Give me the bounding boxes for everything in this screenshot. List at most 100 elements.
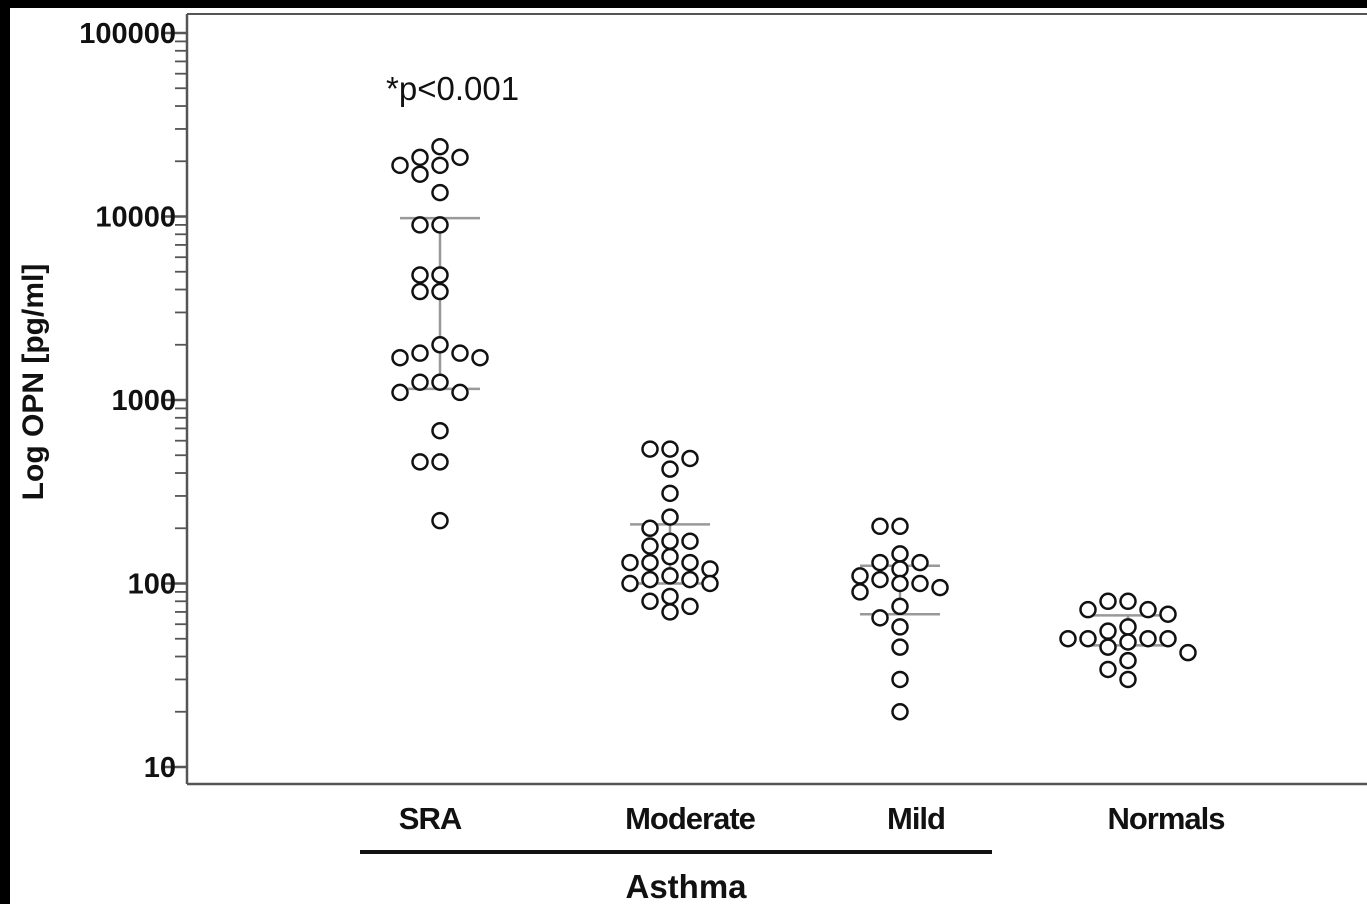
data-point xyxy=(661,547,679,566)
data-point xyxy=(661,440,679,458)
data-point xyxy=(431,156,449,175)
data-point xyxy=(1099,622,1117,640)
data-point xyxy=(641,592,659,611)
data-point xyxy=(451,383,469,402)
data-point xyxy=(871,517,889,536)
data-point xyxy=(1099,660,1117,679)
data-point xyxy=(641,440,659,458)
data-point xyxy=(1119,592,1137,611)
data-point xyxy=(641,537,659,555)
data-point xyxy=(661,460,679,478)
data-point xyxy=(431,137,449,156)
data-point xyxy=(891,638,909,656)
y-tick-label: 10000 xyxy=(95,202,176,234)
data-point xyxy=(911,553,929,572)
data-point xyxy=(411,165,429,183)
data-point xyxy=(411,216,429,234)
data-point xyxy=(661,484,679,503)
data-point xyxy=(621,574,639,593)
data-point xyxy=(891,574,909,593)
data-point xyxy=(891,703,909,721)
data-point xyxy=(431,266,449,284)
data-point xyxy=(911,574,929,593)
data-point xyxy=(1119,670,1137,689)
data-point xyxy=(1139,629,1157,648)
data-point xyxy=(641,553,659,572)
data-point xyxy=(431,183,449,202)
data-point xyxy=(431,216,449,234)
data-point xyxy=(391,156,409,175)
data-point xyxy=(411,148,429,167)
data-point xyxy=(451,148,469,167)
data-point xyxy=(1079,629,1097,648)
data-point xyxy=(701,560,719,578)
data-point xyxy=(431,421,449,440)
data-point xyxy=(871,609,889,627)
data-point xyxy=(1139,600,1157,619)
data-point xyxy=(1119,651,1137,670)
data-point xyxy=(411,266,429,284)
data-point xyxy=(1179,643,1197,662)
category-label: Moderate xyxy=(625,801,756,836)
data-point xyxy=(411,344,429,362)
data-point xyxy=(871,570,889,589)
data-point xyxy=(891,618,909,636)
data-point xyxy=(681,553,699,572)
data-point xyxy=(661,603,679,621)
y-tick-label: 10 xyxy=(144,752,176,784)
data-point xyxy=(681,597,699,616)
data-point xyxy=(411,282,429,301)
data-point xyxy=(701,574,719,593)
category-label: Mild xyxy=(887,801,945,836)
data-point xyxy=(641,570,659,589)
data-point xyxy=(431,282,449,301)
data-point xyxy=(431,336,449,354)
data-point xyxy=(431,373,449,391)
data-point xyxy=(891,560,909,578)
data-point xyxy=(621,553,639,572)
data-point xyxy=(391,348,409,367)
data-point xyxy=(871,553,889,572)
data-point xyxy=(1079,600,1097,619)
data-point xyxy=(661,532,679,550)
data-point xyxy=(391,383,409,402)
y-tick-label: 100 xyxy=(128,569,176,601)
data-points xyxy=(391,137,1197,721)
axes xyxy=(165,13,1367,786)
y-tick-label: 1000 xyxy=(111,385,176,417)
data-point xyxy=(1159,629,1177,648)
significance-annotation: *p<0.001 xyxy=(386,70,519,107)
category-labels: SRA Moderate Mild Normals xyxy=(399,801,1226,836)
data-point xyxy=(891,670,909,689)
data-point xyxy=(661,587,679,606)
data-point xyxy=(661,508,679,526)
data-point xyxy=(431,453,449,471)
data-point xyxy=(661,567,679,585)
y-axis-label: Log OPN [pg/ml] xyxy=(17,264,50,501)
asthma-group-label: Asthma xyxy=(625,868,747,904)
range-bars xyxy=(400,216,1168,647)
data-point xyxy=(681,532,699,550)
data-point xyxy=(1099,592,1117,611)
data-point xyxy=(1119,633,1137,651)
data-point xyxy=(641,519,659,538)
data-point xyxy=(1119,618,1137,636)
data-point xyxy=(851,567,869,585)
data-point xyxy=(931,578,949,597)
category-label: Normals xyxy=(1107,801,1224,836)
data-point xyxy=(431,511,449,530)
data-point xyxy=(681,449,699,468)
data-point xyxy=(1159,605,1177,623)
data-point xyxy=(471,348,489,367)
category-label: SRA xyxy=(399,801,462,836)
data-point xyxy=(851,583,869,601)
y-tick-labels: 100000 10000 1000 100 10 xyxy=(79,18,176,784)
data-point xyxy=(1059,629,1077,648)
data-point xyxy=(891,597,909,616)
y-tick-label: 100000 xyxy=(79,18,176,50)
data-point xyxy=(411,453,429,471)
data-point xyxy=(451,344,469,362)
data-point xyxy=(891,545,909,563)
data-point xyxy=(891,517,909,536)
